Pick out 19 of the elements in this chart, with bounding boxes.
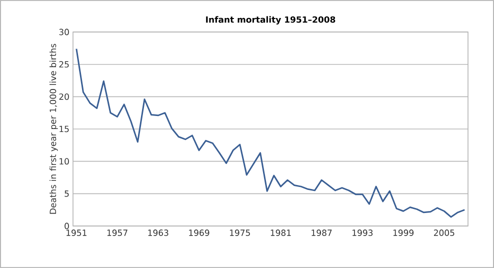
y-axis-title: Deaths in first year per 1,000 live births: [50, 44, 58, 214]
y-tick-label: 25: [59, 61, 69, 68]
x-tick-label: 1951: [66, 230, 86, 236]
x-tick-label: 1999: [393, 230, 414, 236]
x-tick-label: 1993: [352, 230, 373, 236]
y-tick-label: 5: [64, 190, 69, 197]
x-tick-label: 1963: [148, 230, 168, 236]
chart-title: Infant mortality 1951–2008: [206, 16, 336, 24]
x-tick-label: 2005: [434, 230, 454, 236]
y-tick-label: 10: [60, 158, 69, 165]
y-tick-label: 0: [64, 222, 69, 230]
y-tick-label: 30: [59, 28, 69, 36]
x-tick-label: 1975: [230, 230, 250, 236]
x-tick-label: 1981: [270, 230, 291, 236]
x-tick-label: 1987: [312, 230, 332, 236]
x-tick-label: 1969: [189, 230, 210, 236]
y-tick-label: 20: [59, 93, 69, 100]
x-tick-label: 1957: [107, 230, 128, 236]
y-tick-label: 15: [60, 126, 69, 132]
